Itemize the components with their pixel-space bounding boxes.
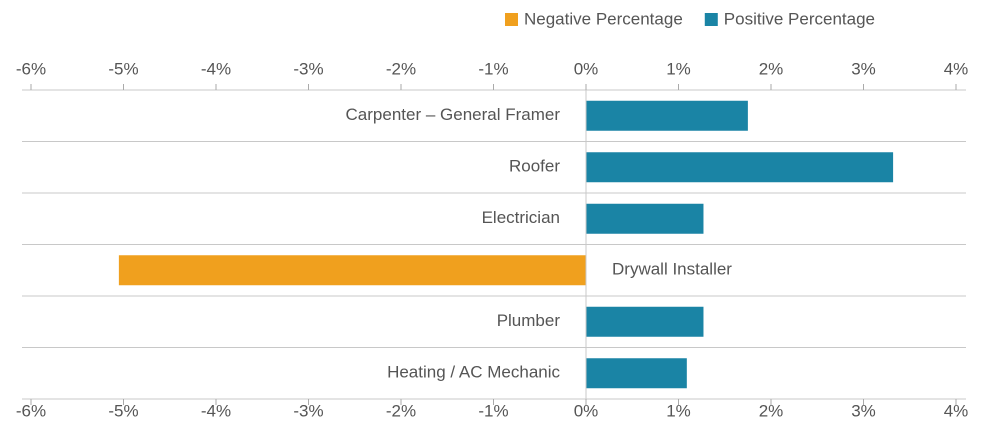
x-tick-label: 1% — [666, 401, 691, 420]
bar — [118, 255, 586, 286]
x-tick-label: 3% — [851, 401, 876, 420]
x-tick-label: -4% — [201, 59, 231, 78]
x-tick-label: -6% — [16, 401, 46, 420]
x-tick-label: -3% — [293, 59, 323, 78]
category-label: Roofer — [509, 157, 560, 176]
x-tick-label: -2% — [386, 401, 416, 420]
x-tick-label: -2% — [386, 59, 416, 78]
x-tick-label: 4% — [944, 59, 969, 78]
bar — [586, 306, 704, 337]
bar — [586, 152, 894, 183]
x-tick-label: 3% — [851, 59, 876, 78]
x-tick-label: 2% — [759, 401, 784, 420]
legend-swatch — [704, 13, 718, 26]
x-tick-label: -5% — [108, 59, 138, 78]
x-tick-label: 0% — [574, 59, 599, 78]
x-tick-label: -5% — [108, 401, 138, 420]
legend-label: Positive Percentage — [724, 9, 875, 28]
x-tick-label: 1% — [666, 59, 691, 78]
category-label: Drywall Installer — [612, 260, 732, 279]
category-label: Carpenter – General Framer — [346, 105, 561, 124]
x-tick-label: -6% — [16, 59, 46, 78]
legend-swatch — [505, 13, 518, 26]
x-tick-label: -1% — [478, 59, 508, 78]
x-tick-label: 4% — [944, 401, 969, 420]
x-tick-label: -4% — [201, 401, 231, 420]
category-label: Heating / AC Mechanic — [387, 363, 560, 382]
bar — [586, 203, 704, 234]
category-label: Electrician — [482, 208, 560, 227]
x-tick-label: -3% — [293, 401, 323, 420]
category-label: Plumber — [497, 311, 561, 330]
x-tick-label: 2% — [759, 59, 784, 78]
x-tick-label: 0% — [574, 401, 599, 420]
x-tick-label: -1% — [478, 401, 508, 420]
bar — [586, 358, 687, 389]
legend-label: Negative Percentage — [524, 9, 683, 28]
bar — [586, 100, 748, 131]
